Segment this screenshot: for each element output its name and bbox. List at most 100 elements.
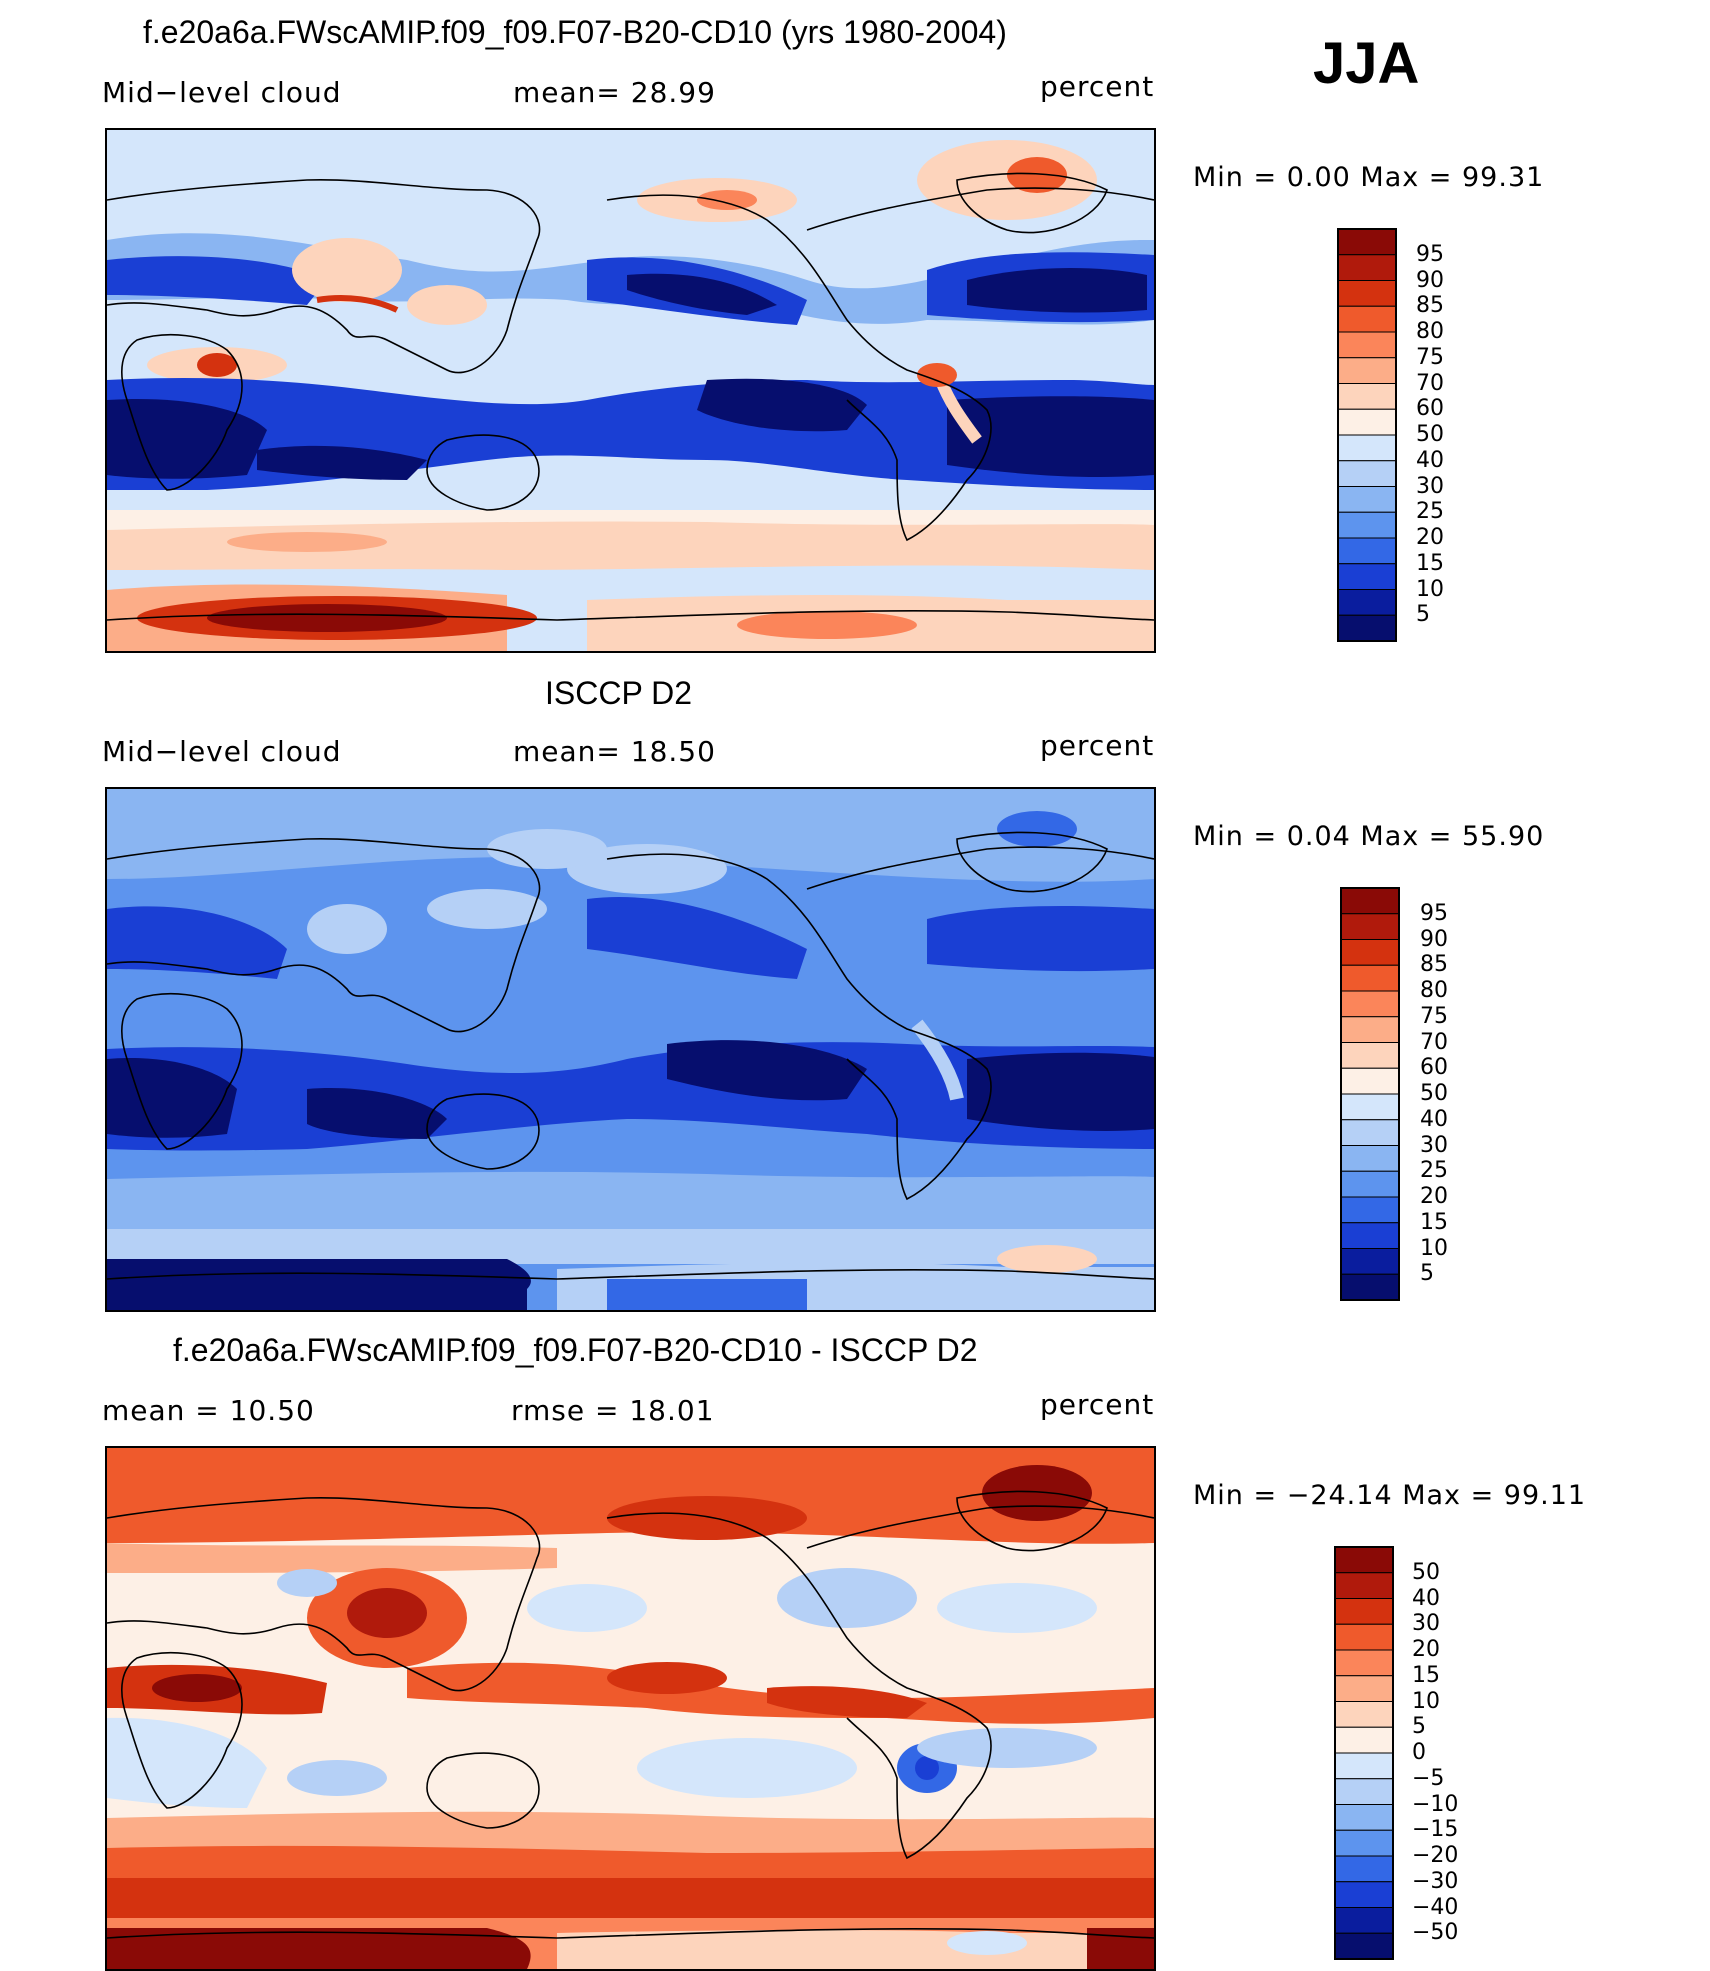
colorbar-swatch [1340,964,1400,992]
colorbar-swatch [1337,511,1397,539]
colorbar-frame [1337,228,1397,642]
colorbar-swatch [1334,1829,1394,1857]
colorbar-tick-label: 10 [1416,576,1444,602]
colorbar-swatch [1334,1598,1394,1625]
colorbar-frame [1340,887,1400,1301]
panel-diff-coastlines [107,1490,1154,1939]
colorbar-swatch [1337,537,1397,565]
colorbar-swatch [1334,1546,1394,1574]
colorbar-swatch [1337,434,1397,462]
colorbar-tick-label: 10 [1412,1688,1440,1714]
colorbar-tick-label: 25 [1416,499,1444,525]
colorbar-swatch [1337,357,1397,384]
colorbar-tick-label: −5 [1412,1765,1445,1791]
panel-obs-mean-label: mean= 18.50 [513,735,716,768]
panel-model-colorbar [1337,228,1397,643]
colorbar-swatch [1340,1042,1400,1069]
panel-diff-colorbar-svg [1334,1546,1394,1960]
colorbar-swatch [1340,1248,1400,1275]
colorbar-tick-label: 30 [1420,1132,1448,1158]
colorbar-swatch [1340,1170,1400,1198]
colorbar-tick-label: 85 [1416,293,1444,319]
panel-diff-colorbar [1334,1546,1394,1961]
panel-obs-colorbar [1340,887,1400,1302]
colorbar-tick-label: −10 [1412,1791,1459,1817]
colorbar-swatch [1334,1701,1394,1728]
colorbar-swatch [1340,1016,1400,1043]
colorbar-swatch [1334,1572,1394,1599]
colorbar-tick-label: 20 [1412,1637,1440,1662]
colorbar-tick-label: 60 [1420,1055,1448,1081]
panel-model-map [105,128,1156,653]
colorbar-swatch [1340,1093,1400,1121]
panel-obs-map [105,787,1156,1312]
colorbar-swatch [1334,1855,1394,1883]
panel-obs-variable-label: Mid−level cloud [102,735,342,768]
colorbar-swatch [1337,614,1397,642]
panel-obs-minmax: Min = 0.04 Max = 55.90 [1193,821,1545,852]
colorbar-tick-label: 40 [1420,1106,1448,1132]
colorbar-swatch [1334,1881,1394,1908]
colorbar-tick-label: 75 [1420,1003,1448,1029]
colorbar-swatch [1340,1273,1400,1301]
colorbar-tick-label: 15 [1412,1662,1440,1688]
colorbar-tick-label: 0 [1412,1740,1426,1765]
colorbar-tick-label: 95 [1420,900,1448,926]
colorbar-swatch [1337,305,1397,333]
colorbar-tick-label: 85 [1420,952,1448,978]
colorbar-swatch [1334,1932,1394,1960]
colorbar-tick-label: −30 [1412,1868,1459,1894]
colorbar-tick-label: 70 [1420,1029,1448,1055]
panel-model-coastlines [107,172,1154,621]
colorbar-swatch [1337,254,1397,281]
colorbar-swatch [1340,1196,1400,1224]
panel-model-minmax: Min = 0.00 Max = 99.31 [1193,162,1545,193]
colorbar-swatch [1340,939,1400,966]
colorbar-tick-label: 30 [1412,1611,1440,1637]
colorbar-tick-label: 60 [1416,396,1444,422]
colorbar-swatch [1337,383,1397,410]
colorbar-tick-label: −50 [1412,1920,1459,1946]
panel-model-map-svg [107,130,1154,651]
colorbar-swatch [1337,280,1397,307]
colorbar-swatch [1340,1145,1400,1172]
colorbar-tick-label: −40 [1412,1894,1459,1920]
panel-obs-title: ISCCP D2 [545,675,693,711]
colorbar-tick-label: 5 [1420,1261,1434,1287]
colorbar-tick-label: 50 [1420,1081,1448,1106]
colorbar-tick-label: 70 [1416,370,1444,396]
colorbar-swatch [1337,589,1397,616]
panel-diff-map-svg [107,1448,1154,1969]
colorbar-tick-label: 25 [1420,1158,1448,1184]
colorbar-swatch [1337,563,1397,590]
colorbar-swatch [1337,331,1397,359]
colorbar-tick-label: 50 [1412,1559,1440,1585]
colorbar-swatch [1334,1907,1394,1934]
colorbar-tick-label: 50 [1416,422,1444,447]
colorbar-swatch [1337,486,1397,513]
colorbar-tick-label: 75 [1416,344,1444,370]
season-label: JJA [1313,31,1420,96]
colorbar-tick-label: 80 [1416,319,1444,344]
colorbar-swatch [1340,887,1400,915]
colorbar-frame [1334,1546,1394,1960]
panel-model-colorbar-svg [1337,228,1397,642]
colorbar-tick-label: 80 [1420,978,1448,1003]
panel-model-units-label: percent [1040,70,1155,103]
colorbar-swatch [1334,1675,1394,1702]
colorbar-tick-label: 90 [1416,267,1444,293]
colorbar-tick-label: 5 [1412,1714,1426,1740]
colorbar-tick-label: 20 [1416,525,1444,550]
colorbar-swatch [1334,1778,1394,1805]
panel-model-variable-label: Mid−level cloud [102,76,342,109]
colorbar-tick-label: 90 [1420,926,1448,952]
colorbar-swatch [1334,1726,1394,1754]
panel-diff-map [105,1446,1156,1971]
colorbar-tick-label: 10 [1420,1235,1448,1261]
colorbar-tick-label: 40 [1412,1585,1440,1611]
colorbar-tick-label: 95 [1416,241,1444,267]
colorbar-tick-label: 15 [1416,550,1444,576]
panel-model-mean-label: mean= 28.99 [513,76,716,109]
colorbar-tick-label: 20 [1420,1184,1448,1209]
colorbar-swatch [1334,1649,1394,1677]
